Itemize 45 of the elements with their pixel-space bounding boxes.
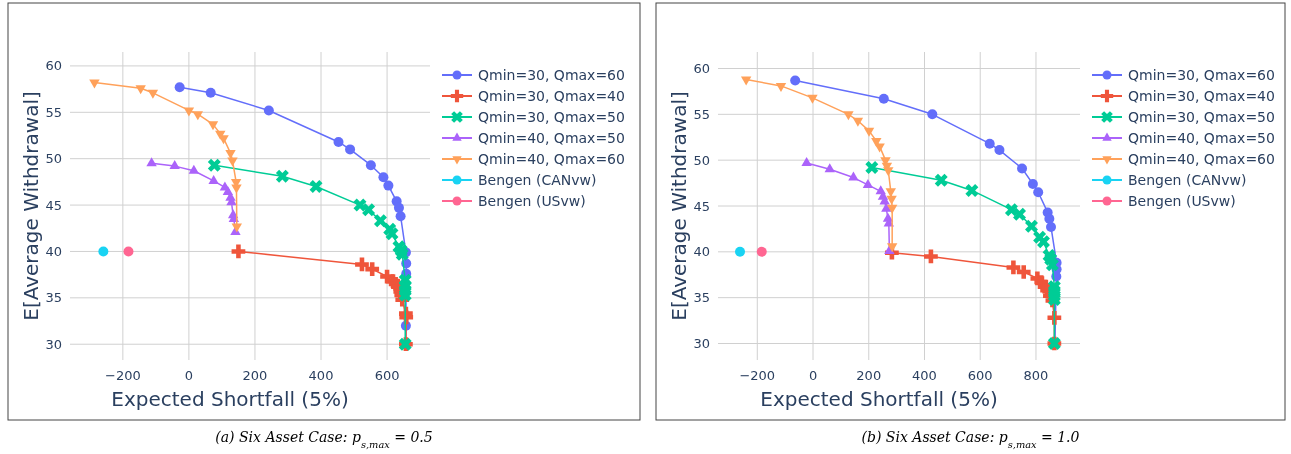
legend-label: Qmin=40, Qmax=50: [478, 129, 625, 146]
x-tick-label: −200: [104, 368, 141, 383]
y-tick-label: 45: [693, 198, 710, 214]
legend-label: Bengen (USvw): [478, 192, 586, 209]
y-tick-label: 45: [45, 197, 62, 213]
legend-label: Qmin=30, Qmax=60: [478, 66, 625, 83]
y-tick-label: 50: [45, 151, 62, 167]
legend-label: Qmin=40, Qmax=60: [1128, 150, 1275, 167]
x-tick-label: 600: [374, 368, 400, 383]
legend-label: Qmin=30, Qmax=50: [1128, 108, 1275, 125]
y-tick-label: 40: [45, 244, 62, 260]
x-axis-title: Expected Shortfall (5%): [760, 387, 998, 411]
legend-label: Bengen (CANvw): [478, 171, 597, 188]
y-axis-title: E[Average Withdrawal]: [667, 91, 691, 321]
text: (b) Six Asset Case: p$_{s,max}$ = 1.0: [861, 429, 1080, 450]
y-tick-label: 50: [693, 152, 710, 168]
x-tick-label: 400: [308, 368, 334, 383]
legend-label: Bengen (USvw): [1128, 192, 1236, 209]
x-tick-label: 0: [184, 368, 194, 383]
y-tick-label: 35: [45, 290, 62, 306]
x-tick-label: 800: [1023, 368, 1049, 383]
legend-label: Bengen (CANvw): [1128, 171, 1247, 188]
x-tick-label: 400: [912, 368, 937, 383]
y-tick-label: 30: [693, 336, 710, 352]
y-tick-label: 60: [45, 58, 62, 74]
y-tick-label: 55: [45, 104, 62, 120]
y-tick-label: 40: [693, 244, 710, 260]
y-tick-label: 55: [693, 106, 710, 122]
legend-label: Qmin=30, Qmax=40: [478, 87, 625, 104]
x-tick-label: 600: [967, 368, 993, 383]
x-tick-label: 200: [856, 368, 882, 383]
text: (a) Six Asset Case: p$_{s,max}$ = 0.5: [215, 429, 433, 450]
legend-label: Qmin=40, Qmax=50: [1128, 129, 1275, 146]
y-tick-label: 60: [693, 61, 710, 77]
legend-label: Qmin=30, Qmax=40: [1128, 87, 1275, 104]
legend-label: Qmin=40, Qmax=60: [478, 150, 625, 167]
legend-label: Qmin=30, Qmax=60: [1128, 66, 1275, 83]
x-tick-label: 0: [808, 368, 818, 383]
x-tick-label: 200: [242, 368, 268, 383]
y-axis-title: E[Average Withdrawal]: [19, 91, 43, 321]
x-tick-label: −200: [739, 368, 776, 383]
y-tick-label: 30: [45, 336, 62, 352]
x-axis-title: Expected Shortfall (5%): [111, 387, 349, 411]
legend-label: Qmin=30, Qmax=50: [478, 108, 625, 125]
y-tick-label: 35: [693, 290, 710, 306]
